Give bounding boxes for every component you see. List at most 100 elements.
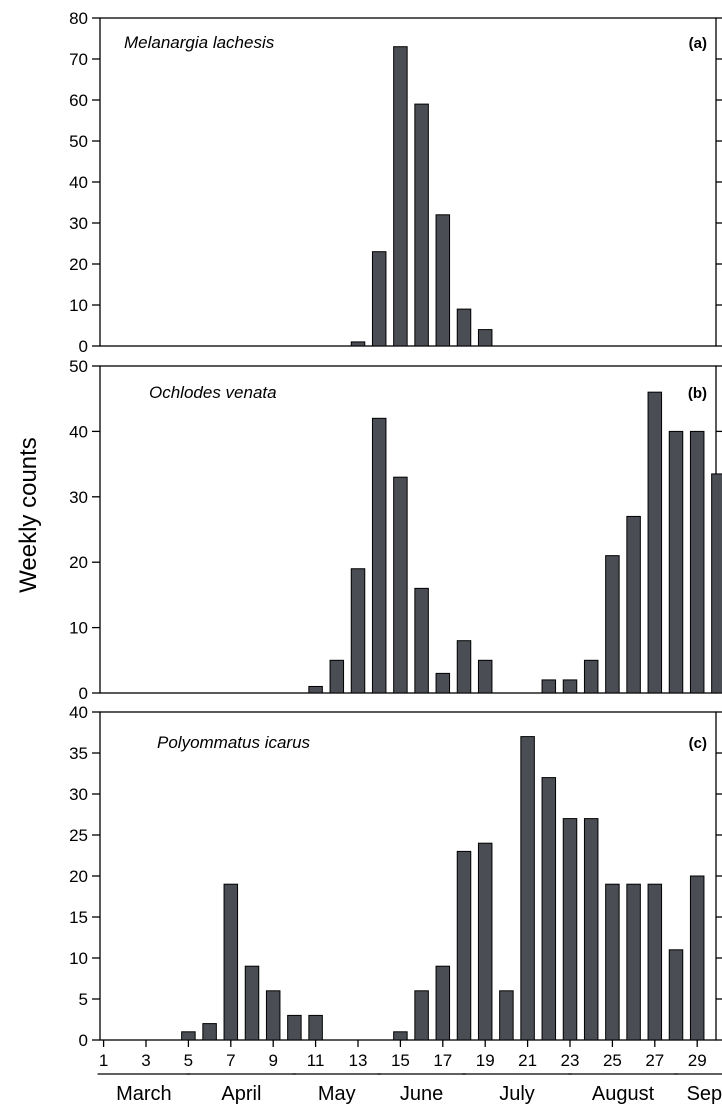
bar-week-22 bbox=[541, 679, 557, 694]
y-tick-label: 80 bbox=[69, 9, 88, 28]
bar-week-28 bbox=[668, 430, 684, 694]
bar-week-23 bbox=[562, 679, 578, 694]
y-tick-label: 5 bbox=[79, 990, 88, 1009]
x-tick-label: 11 bbox=[307, 1051, 325, 1070]
x-tick-label: 29 bbox=[688, 1051, 707, 1070]
bar-week-28 bbox=[668, 949, 684, 1041]
bar-week-14 bbox=[371, 251, 387, 347]
bar-week-5 bbox=[181, 1031, 196, 1041]
species-label: Melanargia lachesis bbox=[124, 33, 275, 52]
x-tick-label: 27 bbox=[645, 1051, 664, 1070]
plot-frame bbox=[99, 711, 717, 1041]
bar-week-15 bbox=[393, 46, 408, 347]
species-label: Polyommatus icarus bbox=[157, 733, 311, 752]
y-tick-label: 35 bbox=[69, 744, 88, 763]
bar-week-20 bbox=[499, 990, 514, 1041]
bar-week-18 bbox=[456, 850, 472, 1041]
month-label: March bbox=[116, 1083, 172, 1105]
bar-week-17 bbox=[435, 214, 451, 347]
bar-week-10 bbox=[287, 1014, 302, 1041]
bar-week-11 bbox=[308, 1014, 323, 1041]
bar-week-29 bbox=[689, 875, 705, 1041]
bar-week-27 bbox=[647, 391, 663, 694]
y-tick-label: 20 bbox=[69, 867, 88, 886]
y-tick-label: 0 bbox=[79, 1031, 88, 1050]
bar-week-9 bbox=[265, 990, 281, 1041]
y-tick-label: 10 bbox=[69, 296, 88, 315]
panel-tag: (c) bbox=[689, 735, 707, 752]
y-tick-label: 30 bbox=[69, 785, 88, 804]
y-tick-label: 50 bbox=[69, 357, 88, 376]
bar-week-13 bbox=[350, 341, 366, 347]
y-tick-label: 0 bbox=[79, 684, 88, 703]
y-tick-label: 50 bbox=[69, 132, 88, 151]
bar-week-16 bbox=[414, 103, 429, 347]
bar-week-19 bbox=[477, 659, 493, 694]
y-tick-label: 60 bbox=[69, 91, 88, 110]
y-tick-label: 0 bbox=[79, 337, 88, 356]
species-label: Ochlodes venata bbox=[149, 383, 277, 402]
bar-week-25 bbox=[605, 555, 620, 694]
bar-week-8 bbox=[244, 965, 260, 1041]
month-label: Sept. bbox=[687, 1083, 722, 1105]
y-tick-label: 20 bbox=[69, 255, 88, 274]
y-tick-label: 20 bbox=[69, 553, 88, 572]
x-tick-label: 7 bbox=[226, 1051, 235, 1070]
panel-tag: (a) bbox=[689, 35, 707, 52]
month-label: July bbox=[499, 1083, 535, 1105]
bar-week-30 bbox=[711, 473, 722, 694]
bar-week-19 bbox=[477, 842, 493, 1041]
y-tick-label: 30 bbox=[69, 488, 88, 507]
bar-week-12 bbox=[329, 659, 345, 694]
x-tick-label: 1 bbox=[99, 1051, 108, 1070]
bar-week-15 bbox=[393, 1031, 408, 1041]
y-tick-label: 70 bbox=[69, 50, 88, 69]
y-tick-label: 40 bbox=[69, 422, 88, 441]
x-tick-label: 19 bbox=[476, 1051, 495, 1070]
bar-week-15 bbox=[393, 476, 408, 694]
bar-week-23 bbox=[562, 818, 578, 1041]
bar-week-22 bbox=[541, 777, 557, 1041]
y-tick-label: 40 bbox=[69, 173, 88, 192]
plot-frame bbox=[99, 365, 717, 694]
x-tick-label: 5 bbox=[184, 1051, 193, 1070]
bar-week-29 bbox=[689, 430, 705, 694]
bar-week-7 bbox=[223, 883, 239, 1041]
bar-week-25 bbox=[605, 883, 620, 1041]
bar-week-21 bbox=[520, 736, 535, 1041]
bar-week-17 bbox=[435, 672, 451, 694]
x-tick-label: 9 bbox=[268, 1051, 277, 1070]
bar-week-13 bbox=[350, 568, 366, 694]
bar-week-6 bbox=[202, 1023, 217, 1041]
y-tick-label: 30 bbox=[69, 214, 88, 233]
bar-week-27 bbox=[647, 883, 663, 1041]
bar-week-26 bbox=[626, 515, 641, 694]
bar-week-16 bbox=[414, 990, 429, 1041]
x-tick-label: 3 bbox=[141, 1051, 150, 1070]
panel-3: 0 5 10 15 20 25 30 35 40 Polyommatus icarus (c) bbox=[69, 703, 722, 1050]
x-tick-label: 21 bbox=[518, 1051, 537, 1070]
bar-week-18 bbox=[456, 308, 472, 347]
y-tick-label: 10 bbox=[69, 949, 88, 968]
bar-week-11 bbox=[308, 685, 323, 694]
month-label: April bbox=[221, 1083, 261, 1105]
y-axis-label: Weekly counts bbox=[15, 437, 42, 593]
bar-week-24 bbox=[583, 818, 599, 1041]
x-tick-label: 15 bbox=[391, 1051, 410, 1070]
x-tick-label: 17 bbox=[433, 1051, 452, 1070]
bar-week-18 bbox=[456, 640, 472, 694]
y-tick-label: 15 bbox=[69, 908, 88, 927]
bar-week-14 bbox=[371, 417, 387, 694]
month-label: June bbox=[400, 1083, 443, 1105]
y-tick-label: 25 bbox=[69, 826, 88, 845]
month-label: May bbox=[318, 1083, 356, 1105]
bar-week-16 bbox=[414, 587, 429, 694]
x-tick-label: 25 bbox=[603, 1051, 622, 1070]
plot-frame bbox=[99, 17, 717, 347]
y-tick-label: 40 bbox=[69, 703, 88, 722]
panel-tag: (b) bbox=[688, 385, 707, 402]
bar-week-19 bbox=[477, 329, 493, 347]
y-tick-label: 10 bbox=[69, 619, 88, 638]
